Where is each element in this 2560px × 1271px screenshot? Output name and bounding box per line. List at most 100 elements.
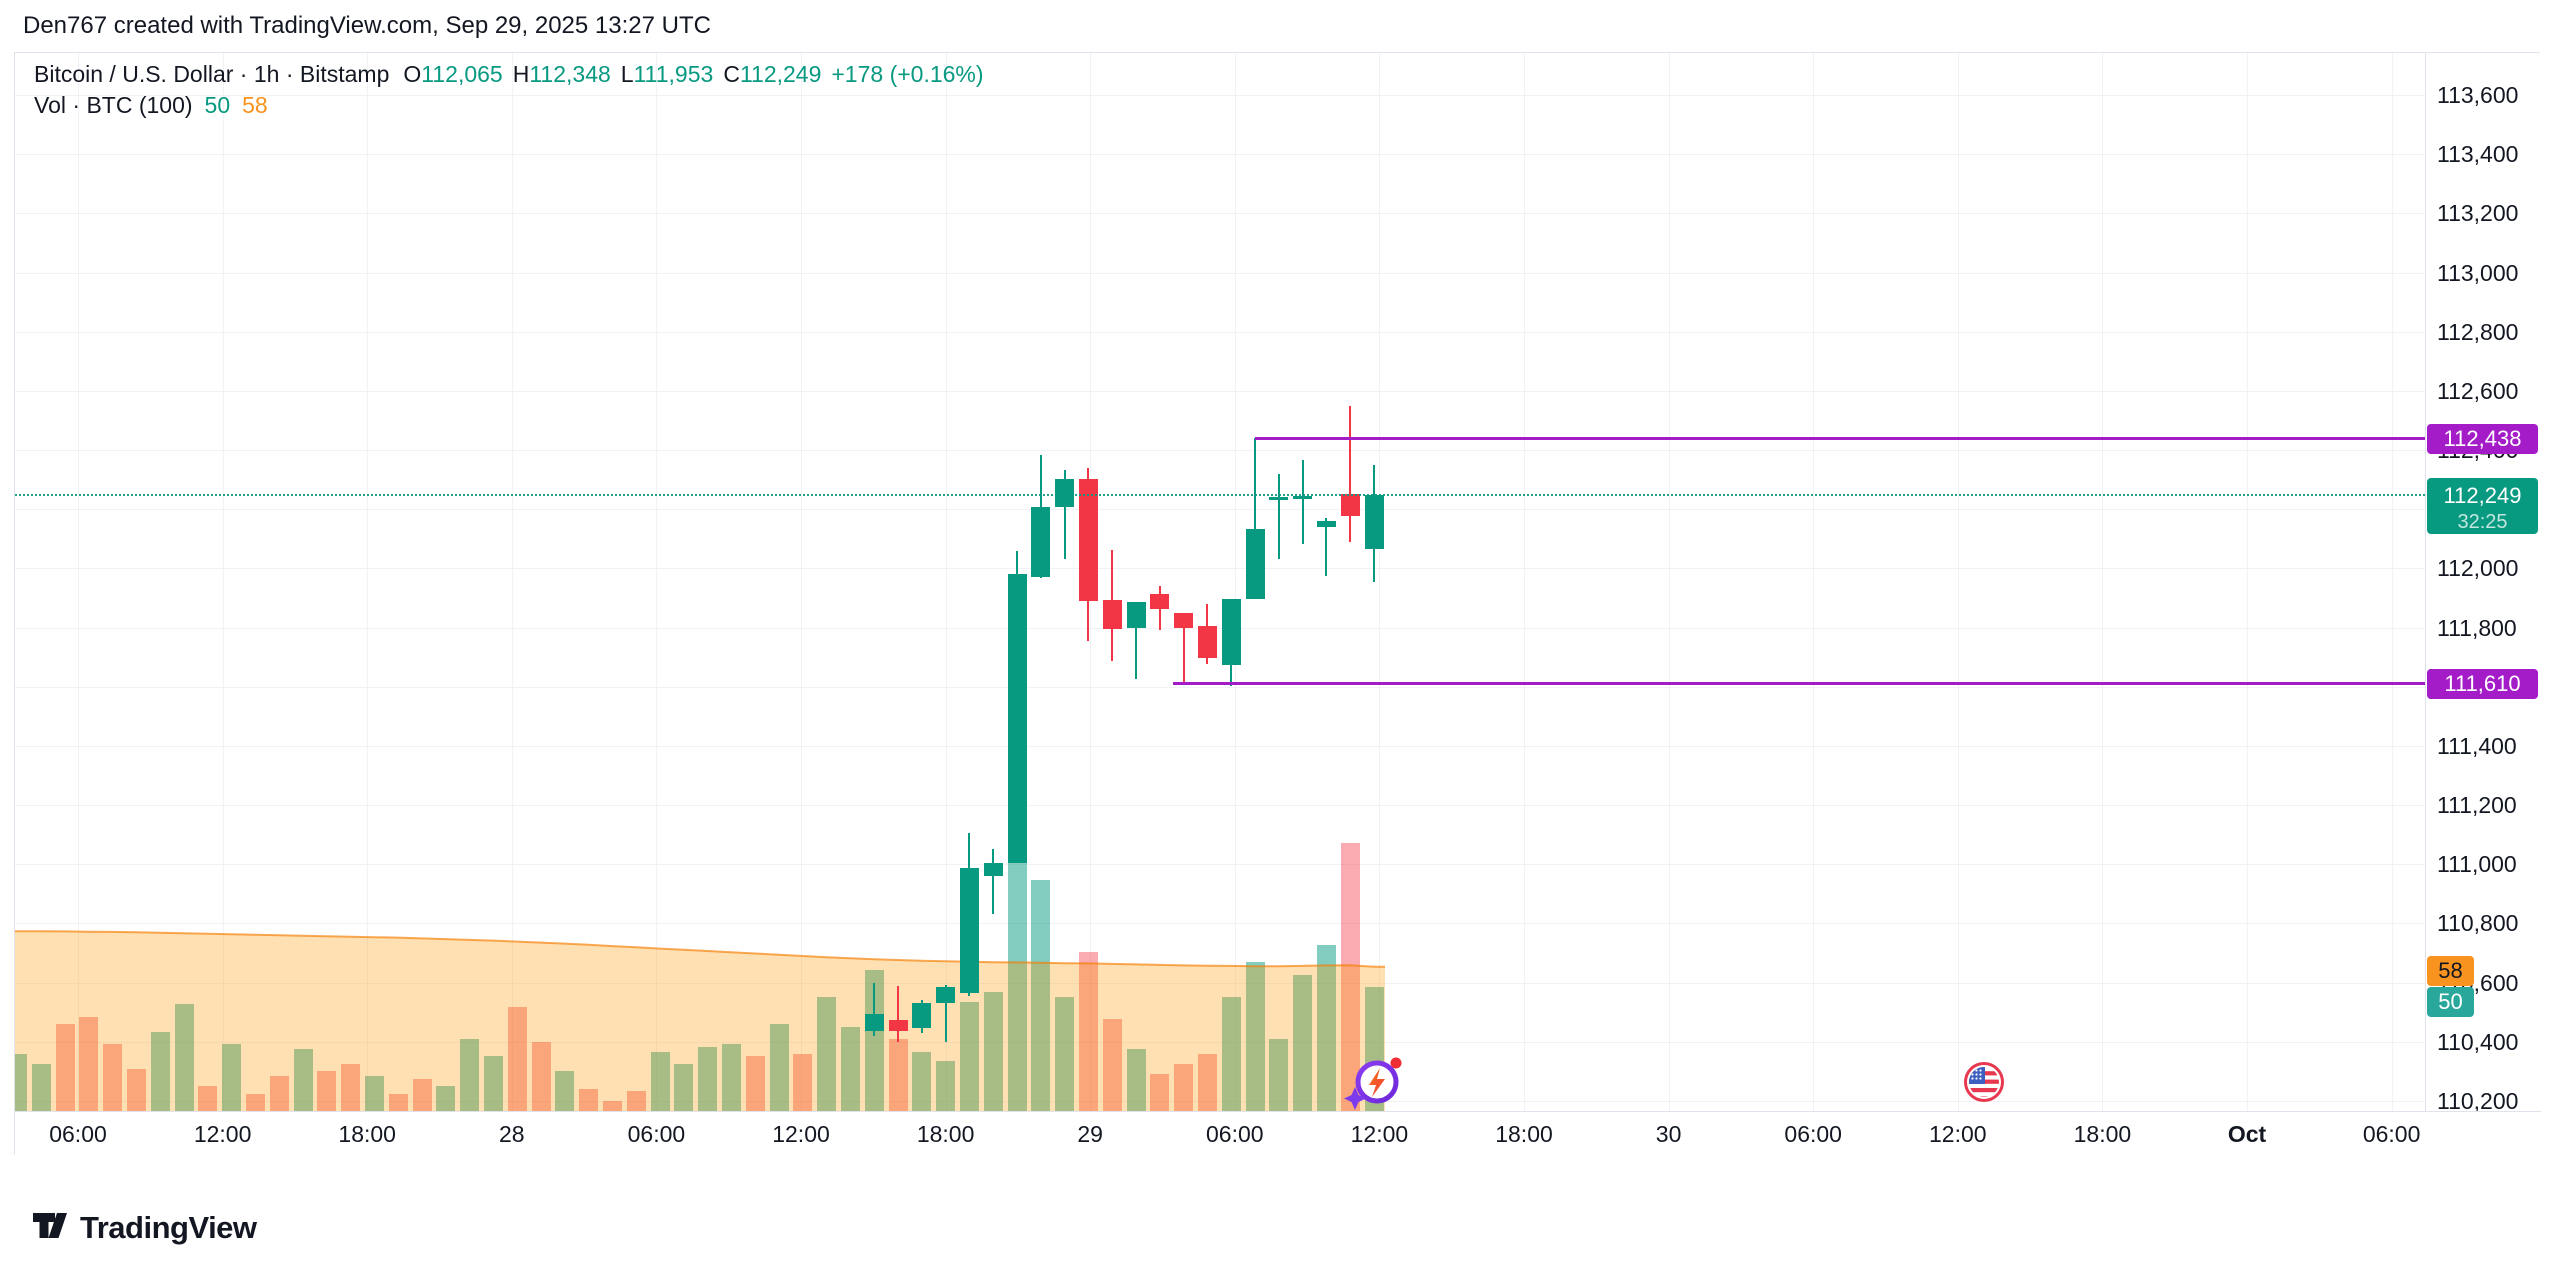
- time-tick-label: 12:00: [772, 1121, 830, 1147]
- candle-body: [1197, 626, 1217, 659]
- spark-lightning-sticker[interactable]: [1343, 1053, 1405, 1111]
- volume-bar: [840, 1026, 860, 1111]
- volume-bar: [1150, 1073, 1170, 1111]
- candle-body: [912, 1003, 932, 1028]
- candle-body: [1031, 506, 1051, 577]
- current-price-line: [15, 493, 2425, 496]
- volume-bar: [745, 1056, 765, 1111]
- price-tick-label: 113,000: [2437, 259, 2519, 286]
- time-tick-label: 18:00: [1495, 1121, 1553, 1147]
- close-label: C: [723, 61, 740, 87]
- volume-legend-row[interactable]: Vol · BTC (100) 50 58: [34, 90, 984, 121]
- volume-bar: [483, 1056, 503, 1111]
- candle-body: [1221, 598, 1241, 666]
- volume-bar: [364, 1076, 384, 1111]
- volume-bar: [555, 1071, 575, 1111]
- volume-bar: [317, 1071, 337, 1111]
- h-gridline: [15, 154, 2425, 156]
- volume-bar: [983, 992, 1003, 1111]
- v-gridline: [222, 53, 224, 1111]
- price-tick-label: 113,600: [2437, 82, 2519, 108]
- symbol-name: Bitcoin / U.S. Dollar: [34, 61, 234, 87]
- v-gridline: [656, 53, 658, 1111]
- time-tick-label: 30: [1655, 1121, 1682, 1147]
- volume-bar: [31, 1063, 51, 1111]
- price-level-ray[interactable]: [1173, 682, 2425, 686]
- vol-current-value: 50: [204, 92, 231, 118]
- tradingview-logo-icon: [30, 1205, 70, 1250]
- chart-legend[interactable]: Bitcoin / U.S. Dollar · 1h · Bitstamp O 11…: [34, 59, 984, 121]
- h-gridline: [15, 627, 2425, 629]
- h-gridline: [15, 390, 2425, 392]
- candle-wick: [873, 982, 876, 1036]
- volume-bar: [698, 1046, 718, 1111]
- v-gridline: [78, 53, 79, 1111]
- time-tick-label: 18:00: [916, 1121, 975, 1147]
- volume-bar: [959, 1001, 979, 1111]
- h-gridline: [15, 923, 2425, 925]
- level-high-badge: 112,438: [2427, 423, 2538, 454]
- low-value: 111,953: [633, 61, 714, 87]
- us-flag-sticker[interactable]: [1963, 1061, 2005, 1108]
- symbol-legend-row[interactable]: Bitcoin / U.S. Dollar · 1h · Bitstamp O 11…: [34, 59, 984, 90]
- candle-wick: [1277, 473, 1280, 560]
- candle-wick: [1301, 459, 1304, 544]
- volume-bar: [436, 1086, 456, 1111]
- time-axis[interactable]: 06:00 12:00 18:00 28 06:00 12:00 18:00 29 06:00 1…: [15, 1111, 2541, 1155]
- h-gridline: [15, 1100, 2425, 1102]
- v-gridline: [945, 53, 947, 1111]
- volume-bar: [150, 1031, 170, 1111]
- h-gridline: [15, 568, 2425, 570]
- candle-body: [1245, 529, 1265, 599]
- volume-bar: [626, 1091, 646, 1111]
- time-tick-label: 12:00: [193, 1121, 252, 1147]
- candle-body: [959, 868, 979, 994]
- brand-footer[interactable]: TradingView: [30, 1205, 257, 1250]
- price-tick-label: 111,400: [2437, 732, 2517, 759]
- h-gridline: [15, 982, 2425, 984]
- candle-body: [1078, 479, 1098, 601]
- level-low-badge: 111,610: [2427, 668, 2538, 699]
- candle-body: [1102, 600, 1122, 629]
- h-gridline: [15, 686, 2425, 688]
- current-price-value: 112,249: [2443, 483, 2522, 508]
- candle-body: [1126, 602, 1146, 629]
- volume-bar: [388, 1093, 408, 1111]
- chart-widget: Bitcoin / U.S. Dollar · 1h · Bitstamp O 11…: [14, 52, 2541, 1155]
- price-tick-label: 111,200: [2437, 792, 2517, 818]
- volume-bar: [1031, 880, 1051, 1111]
- v-gridline: [1234, 53, 1236, 1111]
- volume-bar: [174, 1004, 194, 1111]
- time-tick-label: 18:00: [2073, 1121, 2132, 1147]
- time-tick-label: 29: [1077, 1121, 1103, 1147]
- price-tick-label: 113,200: [2437, 200, 2519, 227]
- volume-bar: [936, 1061, 956, 1111]
- candle-wick: [1349, 405, 1352, 542]
- volume-bar: [817, 996, 837, 1111]
- time-tick-label: 06:00: [1206, 1121, 1264, 1147]
- open-value: 112,065: [421, 61, 503, 87]
- candle-body: [888, 1020, 908, 1032]
- volume-current-badge: 50: [2427, 987, 2474, 1017]
- brand-wordmark: TradingView: [80, 1209, 257, 1245]
- volume-bar: [79, 1016, 99, 1111]
- volume-bar: [602, 1101, 622, 1111]
- volume-bar: [269, 1076, 289, 1111]
- price-tick-label: 112,600: [2437, 377, 2519, 404]
- exchange-label: Bitstamp: [299, 61, 390, 87]
- v-gridline: [2102, 53, 2104, 1111]
- price-tick-label: 113,400: [2437, 141, 2519, 168]
- h-gridline: [15, 272, 2425, 274]
- candle-body: [1150, 593, 1170, 609]
- price-tick-label: 112,000: [2437, 555, 2519, 582]
- price-axis[interactable]: 113,600 113,400 113,200 113,000 112,800 112,6…: [2425, 53, 2540, 1114]
- volume-bar: [1269, 1039, 1289, 1111]
- volume-bar: [293, 1049, 313, 1111]
- h-gridline: [15, 509, 2425, 511]
- volume-bar: [769, 1024, 789, 1111]
- price-level-ray[interactable]: [1255, 437, 2425, 441]
- volume-bar: [579, 1088, 599, 1111]
- chart-pane[interactable]: Bitcoin / U.S. Dollar · 1h · Bitstamp O 11…: [15, 53, 2425, 1111]
- volume-bar: [198, 1086, 218, 1111]
